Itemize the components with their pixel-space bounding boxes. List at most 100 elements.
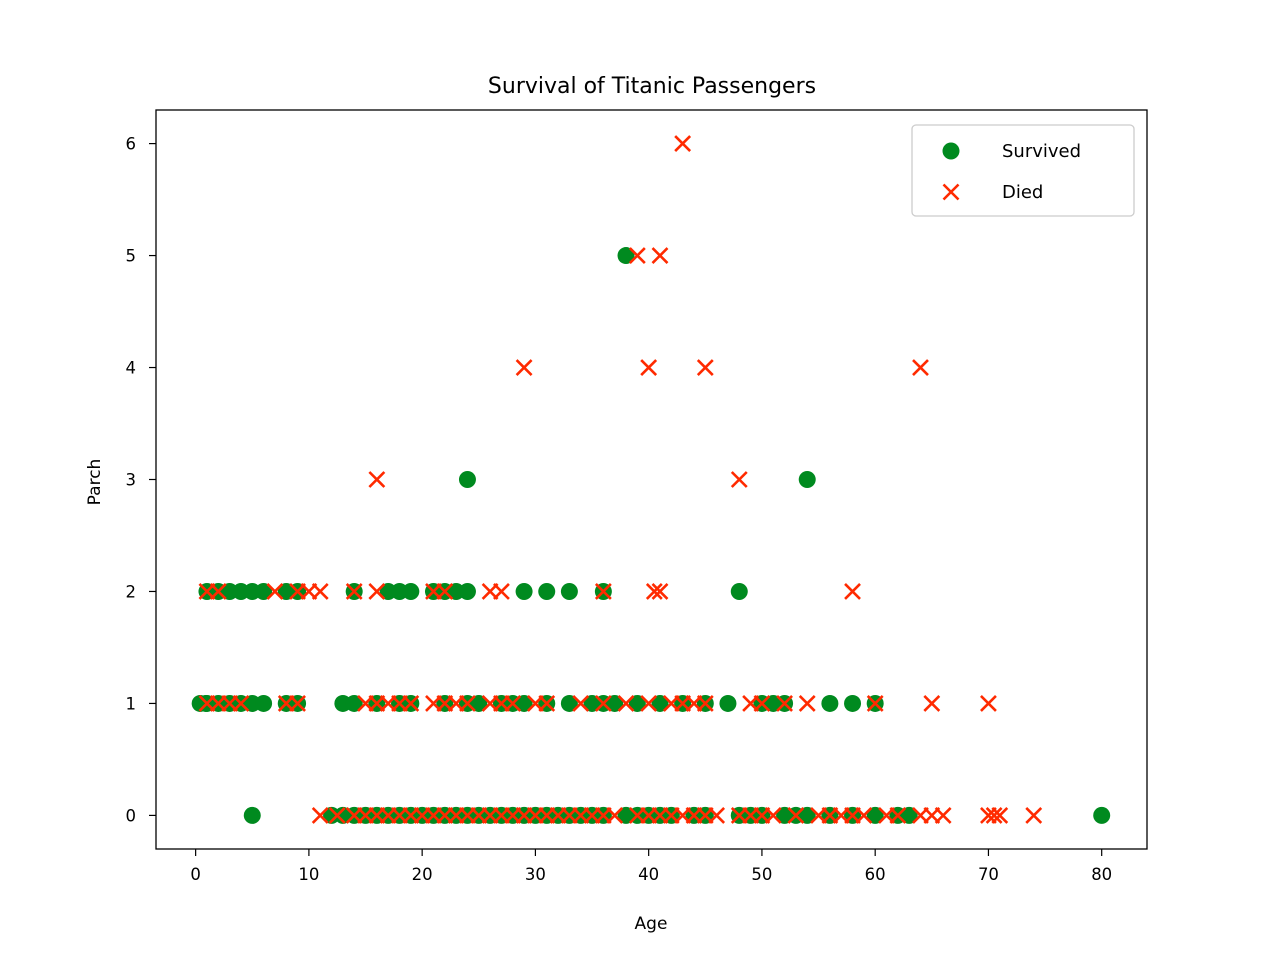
survived-point <box>538 582 556 600</box>
died-point <box>674 135 692 153</box>
chart-title: Survival of Titanic Passengers <box>488 74 816 99</box>
legend-marker-died <box>942 183 960 201</box>
died-point <box>311 583 329 600</box>
survived-point <box>1093 806 1111 824</box>
survived-point <box>255 582 273 600</box>
died-point <box>459 695 476 712</box>
died-point <box>855 806 873 824</box>
died-point <box>844 583 861 600</box>
legend-item-survived: Survived <box>942 141 1081 162</box>
x-tick-label: 40 <box>638 865 659 884</box>
survived-point <box>606 694 624 712</box>
died-point <box>866 695 884 712</box>
died-point <box>606 806 624 824</box>
x-tick-label: 0 <box>190 865 201 884</box>
legend: Survived Died <box>911 124 1135 217</box>
y-tick-label: 5 <box>126 247 137 266</box>
x-tick-label: 60 <box>865 865 886 884</box>
survived-point <box>651 694 669 712</box>
died-point <box>645 583 663 600</box>
y-tick-label: 6 <box>126 135 137 154</box>
x-tick-label: 80 <box>1091 865 1112 884</box>
survived-point <box>402 582 420 600</box>
died-point <box>538 695 556 712</box>
died-point <box>640 695 658 712</box>
died-point <box>594 695 612 712</box>
survived-point <box>560 694 578 712</box>
survived-point <box>345 694 363 712</box>
survived-point <box>628 694 646 712</box>
survived-point <box>821 694 839 712</box>
legend-label: Died <box>1002 182 1043 203</box>
died-point <box>266 583 284 600</box>
data-points <box>191 135 1111 824</box>
died-point <box>980 695 997 712</box>
survived-point <box>798 471 816 488</box>
survived-point <box>844 694 862 712</box>
x-axis-ticks: 0 10 20 30 40 50 60 70 80 <box>190 849 1112 884</box>
died-point <box>651 247 669 264</box>
survived-point <box>243 806 261 824</box>
y-tick-label: 4 <box>126 359 137 378</box>
series-died <box>198 135 1043 824</box>
survived-point <box>255 694 273 712</box>
died-point <box>730 471 748 488</box>
died-point <box>628 247 646 264</box>
died-point <box>1025 806 1043 824</box>
survived-point <box>719 694 737 712</box>
died-point <box>209 583 227 600</box>
died-point <box>402 695 420 712</box>
y-tick-label: 0 <box>126 806 137 825</box>
legend-marker-survived <box>942 142 960 160</box>
died-point <box>617 695 635 712</box>
died-point <box>594 583 612 600</box>
died-point <box>798 695 816 712</box>
x-tick-label: 50 <box>751 865 772 884</box>
died-point <box>640 359 658 376</box>
died-point <box>985 806 1003 824</box>
legend-frame <box>911 124 1135 217</box>
died-point <box>923 695 941 712</box>
died-point <box>889 806 907 824</box>
x-axis-label: Age <box>635 914 668 934</box>
survived-point <box>730 582 748 600</box>
survived-point <box>515 582 533 600</box>
died-point <box>708 806 726 824</box>
survived-point <box>866 806 884 824</box>
survived-point <box>798 806 816 824</box>
legend-items: Survived Died <box>942 141 1081 203</box>
died-point <box>504 695 522 712</box>
y-axis-ticks: 0 1 2 3 4 5 6 <box>126 135 156 825</box>
y-tick-label: 1 <box>126 694 137 713</box>
died-point <box>311 806 329 824</box>
died-point <box>232 695 250 712</box>
legend-item-died: Died <box>942 182 1043 203</box>
died-point <box>696 359 714 376</box>
x-tick-label: 30 <box>525 865 546 884</box>
died-point <box>787 806 805 824</box>
died-point <box>436 583 454 600</box>
x-tick-label: 70 <box>978 865 999 884</box>
died-point <box>328 806 346 824</box>
survived-point <box>617 247 635 265</box>
survived-point <box>458 471 476 488</box>
died-point <box>289 695 306 712</box>
died-point <box>696 695 714 712</box>
x-tick-label: 20 <box>412 865 433 884</box>
x-tick-label: 10 <box>298 865 319 884</box>
y-axis-label: Parch <box>85 459 105 506</box>
died-point <box>764 806 782 824</box>
survived-point <box>900 806 918 824</box>
died-point <box>368 583 386 600</box>
survived-point <box>458 582 476 600</box>
survived-point <box>515 694 533 712</box>
legend-label: Survived <box>1002 141 1081 162</box>
y-tick-label: 2 <box>126 582 137 601</box>
survived-point <box>560 582 578 600</box>
survived-point <box>470 694 488 712</box>
died-point <box>991 806 1009 824</box>
died-point <box>345 583 363 600</box>
y-tick-label: 3 <box>126 471 137 490</box>
died-point <box>572 695 590 712</box>
